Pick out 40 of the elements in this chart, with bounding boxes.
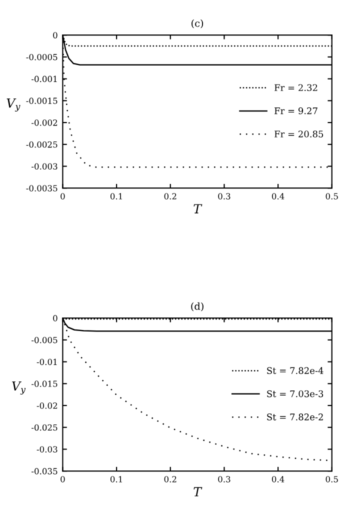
y-tick-label: -0.001: [32, 76, 57, 82]
legend-label: Fr = 2.32: [274, 84, 318, 92]
y-axis-title: V$_{y}$: [6, 98, 20, 112]
x-tick-label: 0.1: [110, 193, 122, 200]
x-tick-label: 0: [60, 476, 65, 482]
y-tick-label: -0.0035: [26, 185, 58, 192]
x-tick-label: 0.1: [110, 476, 122, 482]
legend-label: St = 7.82e-2: [267, 414, 323, 420]
y-tick-label: -0.035: [32, 468, 58, 474]
legend-label: Fr = 20.85: [274, 130, 324, 138]
x-axis-title: T: [194, 204, 202, 214]
legend-label: Fr = 9.27: [274, 107, 318, 114]
y-tick-label: -0.02: [36, 402, 58, 409]
x-tick-label: 0.4: [272, 193, 284, 200]
x-tick-label: 0.3: [218, 476, 230, 482]
x-tick-label: 0.3: [218, 193, 230, 200]
y-tick-label: -0.002: [32, 120, 58, 126]
x-tick-label: 0: [60, 193, 65, 200]
y-tick-label: -0.005: [32, 336, 58, 344]
x-tick-label: 0.5: [326, 476, 338, 482]
chart-title: (c): [192, 19, 204, 28]
x-tick-label: 0.2: [164, 476, 176, 482]
chart-title: (d): [191, 302, 204, 312]
y-axis-title: V$_{y}$: [12, 381, 26, 394]
y-tick-label: -0.015: [32, 380, 58, 387]
x-axis-title: T: [194, 487, 202, 496]
legend-label: St = 7.82e-4: [267, 367, 324, 374]
y-tick-label: -0.025: [32, 424, 58, 431]
y-tick-label: -0.03: [36, 446, 58, 452]
y-tick-label: 0: [53, 315, 58, 322]
y-tick-label: -0.01: [36, 358, 57, 366]
y-tick-label: 0: [53, 32, 58, 38]
x-tick-label: 0.5: [326, 193, 338, 200]
y-tick-label: -0.0005: [26, 54, 58, 60]
y-tick-label: -0.0015: [26, 98, 58, 104]
x-tick-label: 0.2: [164, 193, 176, 200]
x-tick-label: 0.4: [272, 476, 284, 482]
legend-label: St = 7.03e-3: [267, 390, 324, 398]
y-tick-label: -0.0025: [26, 141, 58, 148]
y-tick-label: -0.003: [32, 163, 58, 170]
